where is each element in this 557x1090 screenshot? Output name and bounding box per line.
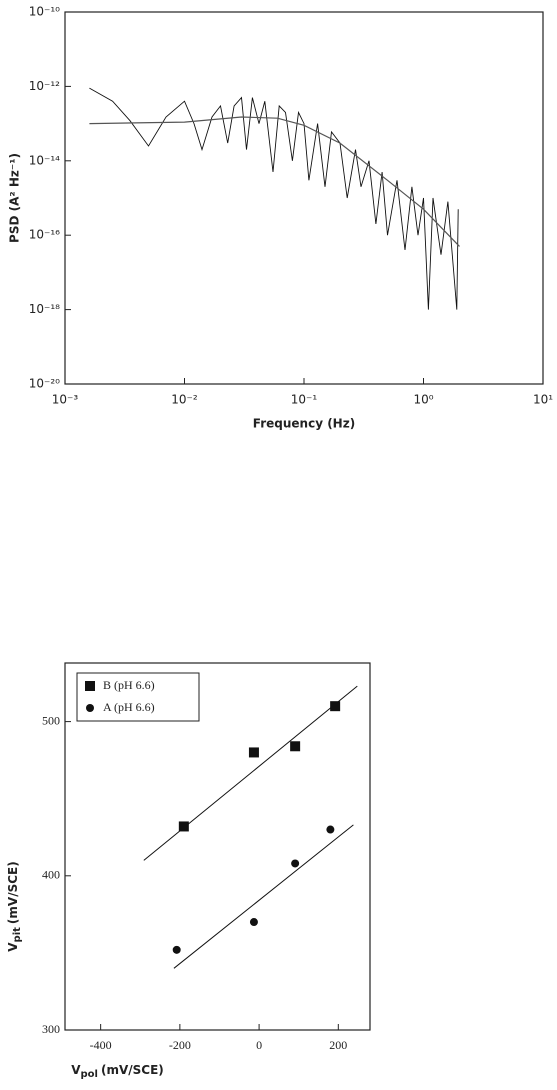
x-tick-label: 10⁻² [171, 393, 198, 407]
legend-label: B (pH 6.6) [103, 678, 155, 692]
y-tick-label: 10⁻²⁰ [29, 377, 60, 391]
point [330, 701, 341, 712]
y-tick-label: 300 [42, 1022, 60, 1036]
legend-label: A (pH 6.6) [103, 700, 155, 714]
x-tick-label: 10¹ [533, 393, 553, 407]
y-tick-label: 10⁻¹⁶ [29, 228, 60, 242]
y-tick-label: 500 [42, 713, 60, 727]
plot-frame [64, 662, 371, 1031]
point [290, 741, 301, 752]
axis-label: PSD (A² Hz⁻¹) [8, 153, 22, 243]
x-tick-label: 10⁻³ [52, 393, 79, 407]
x-tick-label: 200 [329, 1038, 347, 1052]
x-tick-label: 10⁰ [413, 393, 433, 407]
axis-label-main: V [6, 942, 20, 952]
point [248, 747, 259, 758]
y-tick-label: 10⁻¹² [29, 79, 60, 93]
psd-line [89, 116, 460, 247]
axis-label: Frequency (Hz) [253, 417, 355, 431]
point [178, 821, 189, 832]
point [172, 945, 181, 954]
x-tick-label: -400 [90, 1038, 112, 1052]
x-tick-label: 0 [256, 1038, 262, 1052]
y-tick-label: 400 [42, 868, 60, 882]
axis-label-unit: (mV/SCE) [101, 1063, 164, 1077]
axis-label: Vpit (mV/SCE) [6, 861, 24, 951]
point [326, 825, 335, 834]
point [291, 859, 300, 868]
plot-frame [64, 11, 544, 385]
axis-label-sub: pol [81, 1069, 98, 1080]
legend-box [76, 672, 200, 722]
y-tick-label: 10⁻¹⁰ [29, 5, 60, 19]
axis-label-unit: (mV/SCE) [6, 861, 20, 924]
legend-marker [85, 681, 95, 691]
fit-line [173, 824, 354, 969]
psd-line [89, 87, 459, 310]
axis-label: Vpol (mV/SCE) [71, 1063, 164, 1081]
chart: 10⁻³ 10⁻² 10⁻¹ 10⁰ 10¹ 10⁻²⁰ 10⁻¹⁸ 10⁻¹⁶ 10⁻¹⁴ 10… [29, 5, 553, 407]
x-tick-label: -200 [169, 1038, 191, 1052]
y-tick-label: 10⁻¹⁸ [29, 302, 60, 316]
x-tick-label: 10⁻¹ [291, 393, 318, 407]
legend-marker [86, 704, 94, 712]
axis-label-main: V [71, 1063, 81, 1077]
chart: -400 -200 0 200 300 400 500 B (pH 6.6) A (pH 6.6… [42, 662, 371, 1052]
y-tick-label: 10⁻¹⁴ [29, 153, 60, 167]
axis-label-sub: pit [12, 927, 23, 943]
point [249, 918, 258, 927]
